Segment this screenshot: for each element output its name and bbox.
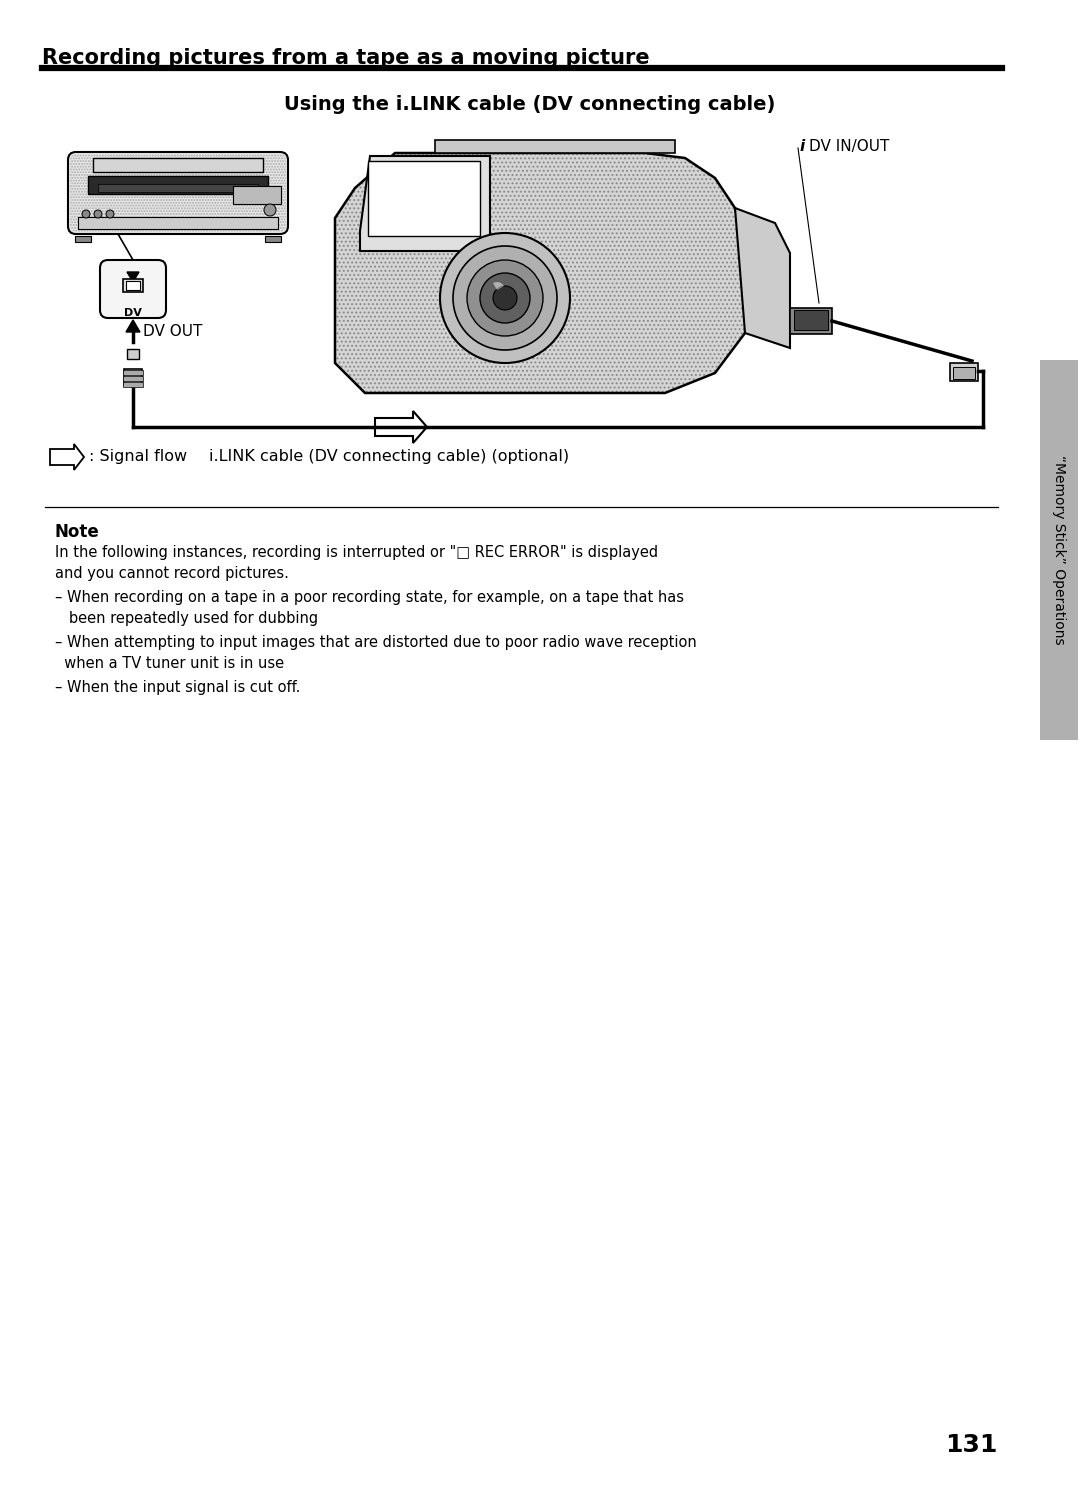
Bar [98, 184, 258, 192]
Bar [124, 369, 141, 385]
Text: i.LINK cable (DV connecting cable) (optional): i.LINK cable (DV connecting cable) (opti… [210, 449, 569, 464]
Text: and you cannot record pictures.: and you cannot record pictures. [55, 567, 288, 581]
Circle shape [492, 286, 517, 309]
Polygon shape [50, 445, 84, 470]
Polygon shape [435, 140, 675, 153]
Bar [233, 186, 281, 204]
Text: In the following instances, recording is interrupted or "□ REC ERROR" is display: In the following instances, recording is… [55, 546, 658, 561]
Text: Note: Note [55, 523, 99, 541]
Circle shape [264, 204, 276, 216]
Polygon shape [735, 208, 789, 348]
Polygon shape [335, 153, 750, 393]
Text: DV OUT: DV OUT [143, 324, 202, 339]
Circle shape [106, 210, 114, 219]
Bar [265, 236, 281, 242]
Text: Using the i.LINK cable (DV connecting cable): Using the i.LINK cable (DV connecting ca… [284, 95, 775, 114]
Bar [953, 367, 975, 379]
Bar [789, 308, 832, 335]
Polygon shape [360, 156, 490, 251]
Circle shape [480, 274, 530, 323]
Text: DV: DV [124, 308, 141, 318]
Circle shape [94, 210, 102, 219]
Bar [87, 175, 268, 193]
Circle shape [467, 260, 543, 336]
Text: : Signal flow: : Signal flow [89, 449, 187, 464]
Text: – When attempting to input images that are distorted due to poor radio wave rece: – When attempting to input images that a… [55, 635, 697, 650]
Text: – When the input signal is cut off.: – When the input signal is cut off. [55, 680, 300, 694]
Circle shape [82, 210, 90, 219]
Bar [93, 158, 264, 172]
Text: – When recording on a tape in a poor recording state, for example, on a tape tha: – When recording on a tape in a poor rec… [55, 590, 684, 605]
Polygon shape [127, 272, 139, 283]
FancyBboxPatch shape [100, 260, 166, 318]
Bar [126, 281, 140, 290]
Bar [75, 236, 91, 242]
Bar [1040, 360, 1078, 741]
Text: DV IN/OUT: DV IN/OUT [809, 138, 889, 155]
FancyBboxPatch shape [68, 152, 288, 233]
Text: i: i [800, 138, 806, 155]
Text: Recording pictures from a tape as a moving picture: Recording pictures from a tape as a movi… [42, 48, 650, 68]
Polygon shape [126, 320, 140, 332]
Text: when a TV tuner unit is in use: when a TV tuner unit is in use [55, 656, 284, 671]
Bar [123, 382, 143, 387]
Bar [368, 161, 480, 236]
Bar [794, 309, 828, 330]
Bar [127, 349, 139, 358]
Bar [950, 363, 978, 381]
Bar [123, 376, 143, 381]
Bar [123, 280, 143, 291]
Text: been repeatedly used for dubbing: been repeatedly used for dubbing [55, 611, 319, 626]
Wedge shape [492, 283, 504, 290]
Circle shape [453, 245, 557, 349]
Bar [78, 217, 278, 229]
Text: “Memory Stick” Operations: “Memory Stick” Operations [1052, 455, 1066, 645]
Circle shape [440, 233, 570, 363]
Text: 131: 131 [946, 1433, 998, 1457]
Polygon shape [375, 410, 427, 443]
Bar [123, 370, 143, 375]
